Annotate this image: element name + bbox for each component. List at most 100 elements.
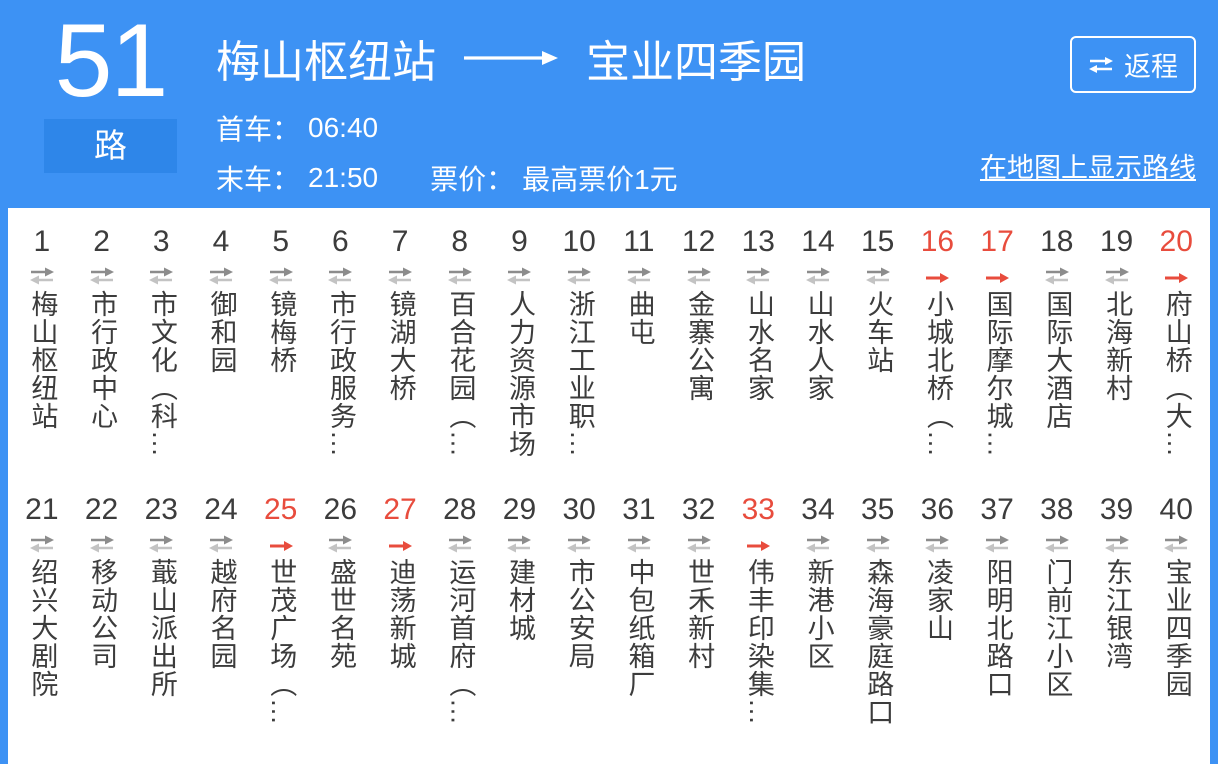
- stop-name[interactable]: 市文化（科…: [146, 290, 177, 458]
- stop-name[interactable]: 世茂广场（…: [266, 558, 297, 726]
- stop-name[interactable]: 宝业四季园: [1161, 558, 1192, 698]
- stop-item[interactable]: 3 市文化（科…: [131, 224, 191, 480]
- stop-name[interactable]: 移动公司: [87, 558, 118, 670]
- stop-name[interactable]: 东江银湾: [1102, 558, 1133, 670]
- stop-item[interactable]: 17 国际摩尔城…: [967, 224, 1027, 480]
- stop-name[interactable]: 世禾新村: [684, 558, 715, 670]
- stop-item[interactable]: 7 镜湖大桥: [370, 224, 430, 480]
- stop-name[interactable]: 山水人家: [803, 290, 834, 402]
- stop-number: 14: [801, 225, 835, 258]
- stop-name[interactable]: 府山桥（大…: [1161, 290, 1192, 458]
- stop-name[interactable]: 迪荡新城: [385, 558, 416, 670]
- stop-item[interactable]: 37 阳明北路口: [967, 492, 1027, 748]
- stop-name[interactable]: 蕺山派出所: [146, 558, 177, 698]
- stop-item[interactable]: 1 梅山枢纽站: [12, 224, 72, 480]
- stop-number: 32: [681, 493, 716, 526]
- stop-name[interactable]: 百合花园（…: [445, 290, 476, 458]
- oneway-arrow-icon: [387, 535, 413, 553]
- stop-item[interactable]: 12 金寨公寓: [669, 224, 729, 480]
- stop-name[interactable]: 新港小区: [803, 558, 834, 670]
- transfer-icon: [208, 535, 234, 553]
- stop-item[interactable]: 36 凌家山: [908, 492, 968, 748]
- stop-name[interactable]: 盛世名苑: [325, 558, 356, 670]
- stop-item[interactable]: 26 盛世名苑: [311, 492, 371, 748]
- stop-name[interactable]: 市公安局: [564, 558, 595, 670]
- transfer-icon: [29, 535, 55, 553]
- stop-name[interactable]: 森海豪庭路口: [863, 558, 894, 726]
- stop-name[interactable]: 中包纸箱厂: [624, 558, 655, 698]
- fare-info: 票价： 最高票价1元: [430, 158, 678, 198]
- stop-item[interactable]: 11 曲屯: [609, 224, 669, 480]
- stop-item[interactable]: 9 人力资源市场: [490, 224, 550, 480]
- stop-item[interactable]: 8 百合花园（…: [430, 224, 490, 480]
- transfer-icon: [447, 267, 473, 285]
- stop-item[interactable]: 18 国际大酒店: [1027, 224, 1087, 480]
- stop-name[interactable]: 凌家山: [922, 558, 953, 642]
- stop-name[interactable]: 越府名园: [206, 558, 237, 670]
- stop-name[interactable]: 建材城: [505, 558, 536, 642]
- stop-item[interactable]: 13 山水名家: [728, 224, 788, 480]
- stop-name[interactable]: 人力资源市场: [505, 290, 536, 458]
- stop-name[interactable]: 梅山枢纽站: [27, 290, 58, 430]
- stop-name[interactable]: 门前江小区: [1042, 558, 1073, 698]
- stop-item[interactable]: 22 移动公司: [72, 492, 132, 748]
- stop-name[interactable]: 运河首府（…: [445, 558, 476, 726]
- stop-number: 24: [204, 493, 238, 526]
- stop-item[interactable]: 10 浙江工业职…: [549, 224, 609, 480]
- stop-name[interactable]: 浙江工业职…: [564, 290, 595, 458]
- return-button[interactable]: 返程: [1070, 36, 1196, 93]
- stop-name[interactable]: 阳明北路口: [982, 558, 1013, 698]
- stop-item[interactable]: 35 森海豪庭路口: [848, 492, 908, 748]
- swap-arrows-icon: [1089, 56, 1113, 73]
- stop-name[interactable]: 镜梅桥: [266, 290, 297, 374]
- stop-name[interactable]: 北海新村: [1102, 290, 1133, 402]
- stop-name[interactable]: 国际摩尔城…: [982, 290, 1013, 458]
- stop-item[interactable]: 33 伟丰印染集…: [728, 492, 788, 748]
- stop-item[interactable]: 31 中包纸箱厂: [609, 492, 669, 748]
- stop-item[interactable]: 29 建材城: [490, 492, 550, 748]
- stop-name[interactable]: 火车站: [863, 290, 894, 374]
- stop-item[interactable]: 15 火车站: [848, 224, 908, 480]
- stop-name[interactable]: 镜湖大桥: [385, 290, 416, 402]
- stop-item[interactable]: 16 小城北桥（…: [908, 224, 968, 480]
- stop-item[interactable]: 19 北海新村: [1087, 224, 1147, 480]
- stop-item[interactable]: 4 御和园: [191, 224, 251, 480]
- stop-name[interactable]: 市行政中心: [87, 290, 118, 430]
- stop-item[interactable]: 34 新港小区: [788, 492, 848, 748]
- route-number: 51: [54, 3, 169, 119]
- stop-item[interactable]: 30 市公安局: [549, 492, 609, 748]
- stop-item[interactable]: 5 镜梅桥: [251, 224, 311, 480]
- stop-item[interactable]: 25 世茂广场（…: [251, 492, 311, 748]
- stop-name[interactable]: 国际大酒店: [1042, 290, 1073, 430]
- stop-item[interactable]: 14 山水人家: [788, 224, 848, 480]
- transfer-icon: [745, 267, 771, 285]
- stops-row-1: 1 梅山枢纽站 2: [8, 208, 1210, 480]
- stop-number: 2: [93, 225, 110, 258]
- stop-name[interactable]: 山水名家: [743, 290, 774, 402]
- stop-item[interactable]: 28 运河首府（…: [430, 492, 490, 748]
- stop-name[interactable]: 小城北桥（…: [922, 290, 953, 458]
- stop-item[interactable]: 27 迪荡新城: [370, 492, 430, 748]
- stop-name[interactable]: 金寨公寓: [684, 290, 715, 402]
- stop-item[interactable]: 6 市行政服务…: [311, 224, 371, 480]
- stop-item[interactable]: 21 绍兴大剧院: [12, 492, 72, 748]
- stop-item[interactable]: 39 东江银湾: [1087, 492, 1147, 748]
- transfer-icon: [327, 535, 353, 553]
- show-on-map-link[interactable]: 在地图上显示路线: [980, 153, 1196, 183]
- stop-name[interactable]: 市行政服务…: [325, 290, 356, 458]
- stop-name[interactable]: 伟丰印染集…: [743, 558, 774, 726]
- stop-item[interactable]: 38 门前江小区: [1027, 492, 1087, 748]
- stop-name[interactable]: 绍兴大剧院: [27, 558, 58, 698]
- stop-item[interactable]: 24 越府名园: [191, 492, 251, 748]
- stop-name[interactable]: 御和园: [206, 290, 237, 374]
- stop-item[interactable]: 23 蕺山派出所: [131, 492, 191, 748]
- transfer-icon: [1044, 267, 1070, 285]
- stop-item[interactable]: 32 世禾新村: [669, 492, 729, 748]
- transfer-icon: [208, 267, 234, 285]
- stop-name[interactable]: 曲屯: [624, 290, 655, 346]
- stop-item[interactable]: 20 府山桥（大…: [1146, 224, 1206, 480]
- stop-number: 11: [623, 225, 655, 258]
- transfer-icon: [387, 267, 413, 285]
- stop-item[interactable]: 2 市行政中心: [72, 224, 132, 480]
- stop-item[interactable]: 40 宝业四季园: [1146, 492, 1206, 748]
